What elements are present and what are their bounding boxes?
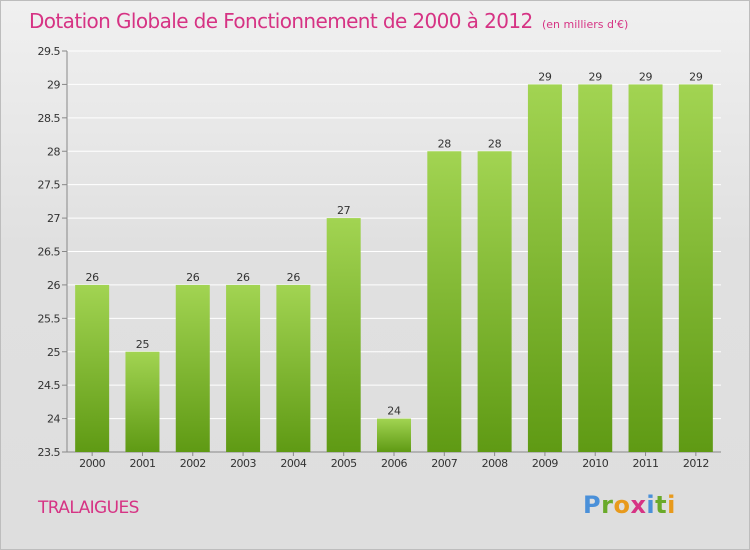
bar-2000 <box>75 284 110 452</box>
logo-letter: x <box>630 491 647 519</box>
data-label: 28 <box>488 137 502 150</box>
bar-2009 <box>527 84 562 453</box>
data-label: 29 <box>689 70 703 83</box>
bar-2007 <box>427 151 462 452</box>
bar-2010 <box>578 84 613 453</box>
data-label: 24 <box>387 405 401 418</box>
x-tick-label: 2006 <box>381 457 407 470</box>
y-tick-label: 29 <box>47 78 60 91</box>
logo-letter: o <box>613 491 631 519</box>
data-label: 26 <box>186 271 200 284</box>
data-label: 26 <box>236 271 250 284</box>
proxiti-logo: Proxiti <box>583 491 676 519</box>
commune-name: TRALAIGUES <box>38 498 139 518</box>
bar-2006 <box>377 418 411 452</box>
x-tick-label: 2002 <box>180 457 206 470</box>
bar-2005 <box>326 218 361 452</box>
y-tick-label: 23.5 <box>38 446 61 459</box>
x-tick-label: 2004 <box>280 457 306 470</box>
bar-2008 <box>477 151 512 452</box>
chart-title: Dotation Globale de Fonctionnement de 20… <box>29 9 533 33</box>
y-tick-label: 29.5 <box>38 45 61 58</box>
y-tick-label: 27.5 <box>38 179 61 192</box>
y-tick-label: 28.5 <box>38 112 61 125</box>
x-tick-label: 2009 <box>532 457 558 470</box>
data-label: 27 <box>337 204 351 217</box>
x-tick-label: 2003 <box>230 457 256 470</box>
x-tick-label: 2005 <box>331 457 357 470</box>
y-tick-label: 26.5 <box>38 246 61 259</box>
y-tick-label: 26 <box>47 279 60 292</box>
data-label: 26 <box>85 271 99 284</box>
y-tick-label: 27 <box>47 212 60 225</box>
data-label: 28 <box>438 137 452 150</box>
data-label: 29 <box>589 70 603 83</box>
y-tick-label: 24 <box>47 413 60 426</box>
data-label: 26 <box>287 271 301 284</box>
x-tick-label: 2007 <box>431 457 457 470</box>
x-tick-label: 2012 <box>683 457 709 470</box>
logo-letter: i <box>646 491 656 519</box>
data-label: 29 <box>538 70 552 83</box>
y-tick-label: 28 <box>47 145 60 158</box>
x-tick-label: 2001 <box>129 457 155 470</box>
unit-note: (en milliers d'€) <box>542 18 629 31</box>
x-tick-label: 2000 <box>79 457 105 470</box>
y-axis-ticks: 23.5 24 24.5 25 25.5 26 26.5 27 27.5 28 28.5 29 29.5 <box>38 45 67 459</box>
data-label: 29 <box>639 70 653 83</box>
bars: 26 25 26 26 26 27 24 28 28 29 29 29 29 <box>75 70 713 453</box>
x-axis-ticks: 2000 2001 2002 2003 2004 2005 2006 2007 2008 2009… <box>79 452 709 470</box>
bar-2003 <box>226 284 261 452</box>
logo-letter: P <box>583 491 602 519</box>
x-tick-label: 2010 <box>582 457 608 470</box>
y-tick-label: 25.5 <box>38 312 61 325</box>
bar-2004 <box>276 284 311 452</box>
x-tick-label: 2008 <box>482 457 508 470</box>
grid-lines <box>67 50 721 453</box>
bar-2002 <box>175 284 210 452</box>
logo-letter: r <box>601 491 614 519</box>
logo-letter: i <box>667 491 676 519</box>
bar-2012 <box>678 84 713 453</box>
y-tick-label: 25 <box>47 346 60 359</box>
y-tick-label: 24.5 <box>38 379 61 392</box>
bar-2011 <box>628 84 663 453</box>
data-label: 25 <box>136 338 150 351</box>
x-tick-label: 2011 <box>633 457 659 470</box>
bar-2001 <box>125 351 160 452</box>
logo-letter: t <box>655 491 668 519</box>
